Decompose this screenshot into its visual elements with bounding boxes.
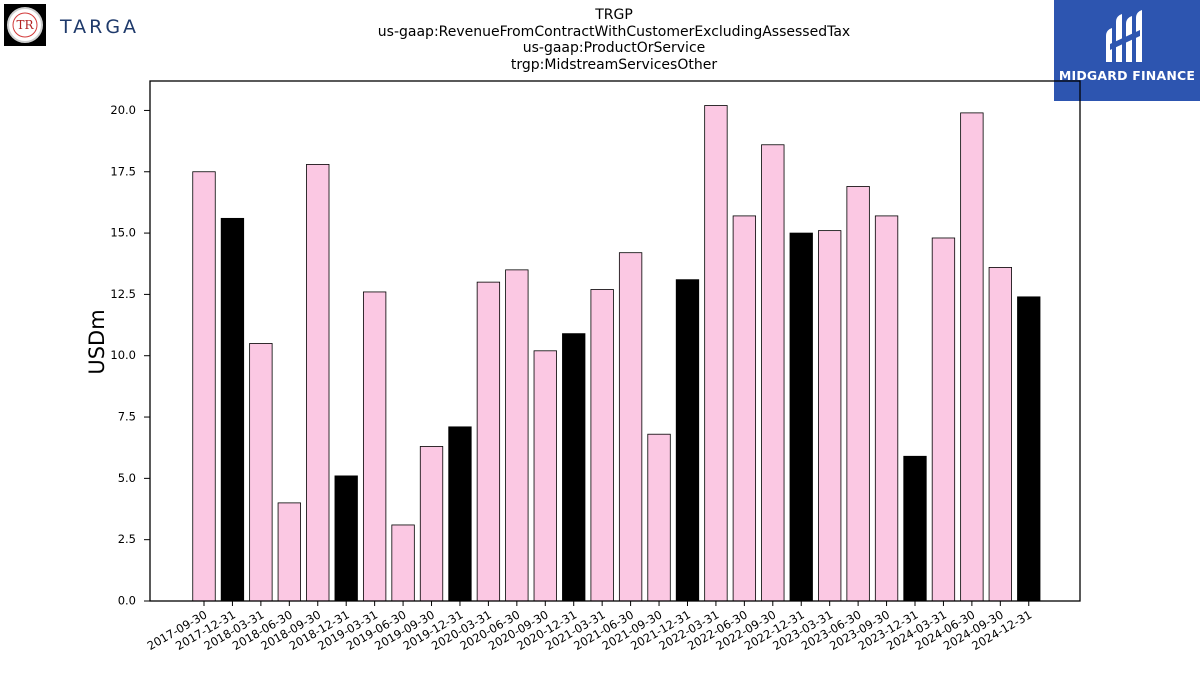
bar-2023-03-31	[818, 230, 842, 602]
bar-2017-12-31	[220, 217, 245, 602]
bar-2018-12-31	[334, 475, 358, 602]
bar-2018-06-30	[277, 502, 301, 602]
bar-2022-06-30	[732, 215, 757, 602]
targa-logo-mark: TR	[4, 4, 46, 46]
bar-2023-12-31	[903, 455, 927, 602]
y-axis-label: USDm	[85, 309, 109, 374]
bar-2021-09-30	[647, 433, 671, 602]
chart-title-block: TRGP us-gaap:RevenueFromContractWithCust…	[264, 7, 964, 73]
targa-logo: TR TARGA	[4, 4, 164, 48]
bar-2017-09-30	[192, 171, 216, 602]
bar-2022-09-30	[761, 144, 785, 602]
bar-2022-12-31	[789, 232, 813, 602]
bar-2019-03-31	[362, 291, 387, 602]
midgard-logo-text: MIDGARD FINANCE	[1058, 68, 1196, 83]
bar-2020-06-30	[505, 269, 529, 602]
bar-2024-06-30	[960, 112, 984, 602]
bar-2024-12-31	[1017, 296, 1041, 602]
bar-2020-09-30	[533, 350, 557, 602]
chart-title-line-3: us-gaap:ProductOrService	[522, 40, 706, 56]
bar-2024-03-31	[931, 237, 956, 602]
bar-2024-09-30	[988, 267, 1012, 602]
y-axis: 0.0 2.5 5.0 7.5 10.0 12.5 15.0 17.5 20.0	[110, 103, 150, 608]
bar-2019-12-31	[448, 426, 472, 602]
chart-title-line-2: us-gaap:RevenueFromContractWithCustomerE…	[377, 23, 851, 40]
bar-2022-03-31	[704, 105, 728, 602]
y-tick-label: 12.5	[110, 287, 136, 301]
y-tick-label: 2.5	[118, 532, 136, 546]
y-tick-label: 7.5	[118, 410, 136, 424]
targa-logo-text: TARGA	[60, 16, 140, 38]
bar-2021-03-31	[590, 289, 614, 602]
bar-2020-12-31	[562, 333, 586, 602]
y-tick-label: 15.0	[110, 226, 136, 240]
chart-title-line-4: trgp:MidstreamServicesOther	[510, 56, 718, 73]
bar-2023-06-30	[846, 186, 870, 602]
x-axis: 2017-09-302017-12-312018-03-312018-06-30…	[145, 601, 1034, 653]
bar-2018-09-30	[306, 163, 330, 602]
bar-2019-09-30	[419, 446, 444, 602]
bar-2020-03-31	[476, 281, 501, 602]
bar-2023-09-30	[874, 215, 899, 602]
y-tick-label: 0.0	[118, 594, 136, 608]
chart-title-line-1: TRGP	[595, 7, 633, 23]
targa-logo-mark-text: TR	[16, 18, 34, 32]
bars-group	[192, 105, 1041, 602]
y-tick-label: 17.5	[110, 164, 136, 178]
y-tick-label: 10.0	[110, 348, 136, 362]
y-tick-label: 5.0	[118, 471, 136, 485]
midgard-finance-logo: MIDGARD FINANCE	[1054, 0, 1200, 101]
bar-2021-12-31	[675, 279, 700, 602]
bar-2019-06-30	[391, 524, 415, 602]
plot-frame	[149, 80, 1081, 602]
bar-2021-06-30	[618, 252, 643, 602]
midgard-logo-mark	[1106, 10, 1142, 62]
bar-2018-03-31	[249, 343, 273, 602]
y-tick-label: 20.0	[110, 103, 136, 117]
